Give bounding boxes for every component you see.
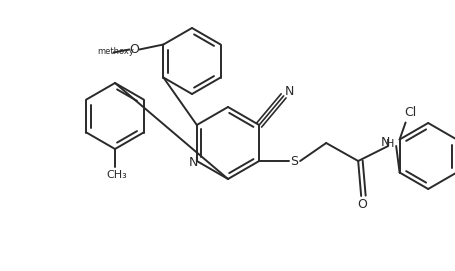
Text: CH₃: CH₃: [106, 170, 127, 180]
Text: S: S: [289, 154, 298, 167]
Text: O: O: [129, 43, 139, 56]
Text: O: O: [356, 198, 366, 211]
Text: N: N: [379, 136, 389, 149]
Text: H: H: [385, 139, 394, 149]
Text: methoxy: methoxy: [97, 47, 134, 56]
Text: N: N: [284, 85, 293, 98]
Text: Cl: Cl: [404, 106, 416, 119]
Text: N: N: [189, 156, 198, 169]
